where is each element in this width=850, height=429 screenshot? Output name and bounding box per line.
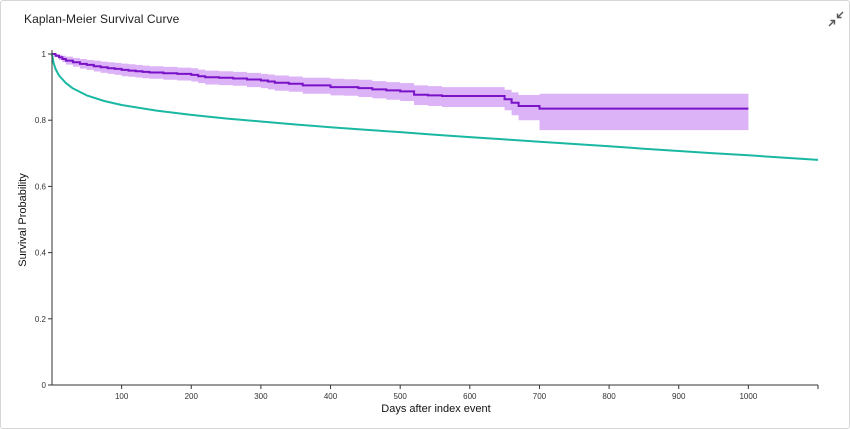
y-tick-label: 0.2 [35, 315, 47, 324]
x-tick-label: 600 [463, 392, 477, 401]
km-survival-line [52, 53, 749, 110]
x-tick-label: 700 [533, 392, 547, 401]
y-tick-label: 0 [42, 381, 47, 390]
x-tick-label: 200 [185, 392, 199, 401]
x-tick-label: 100 [115, 392, 129, 401]
y-axis-label: Survival Probability [17, 173, 29, 267]
x-tick-label: 900 [672, 392, 686, 401]
chart-title: Kaplan-Meier Survival Curve [24, 12, 180, 26]
y-tick-label: 1 [42, 50, 47, 59]
x-axis-label: Days after index event [381, 403, 490, 415]
x-tick-label: 1000 [739, 392, 757, 401]
reference-survival-line [51, 53, 819, 161]
y-tick-label: 0.8 [35, 116, 47, 125]
collapse-arrows-icon [828, 11, 844, 27]
y-tick-label: 0.6 [35, 182, 47, 191]
x-tick-label: 500 [394, 392, 408, 401]
x-tick-label: 800 [602, 392, 616, 401]
x-tick-label: 300 [254, 392, 268, 401]
series-layer [51, 53, 819, 161]
collapse-button[interactable] [827, 10, 845, 28]
y-tick-label: 0.4 [35, 249, 47, 258]
axes: 100 200 300 400 500 600 700 800 900 1000 0 0.2 0.4 0.… [35, 50, 819, 401]
x-tick-label: 400 [324, 392, 338, 401]
